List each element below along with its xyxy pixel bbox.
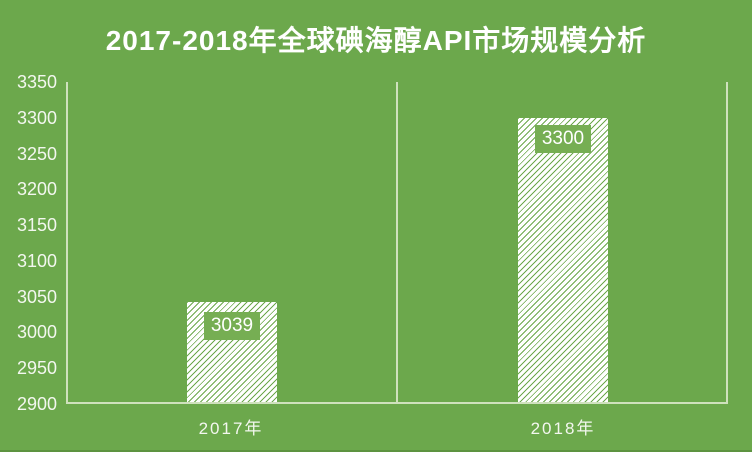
y-axis-tick-label: 3150 [16, 215, 57, 235]
y-axis-tick-label: 3000 [16, 322, 57, 342]
y-axis-tick-label: 3100 [16, 251, 57, 271]
plot-area: 3039 3300 [66, 82, 728, 404]
y-axis-tick-label: 2950 [16, 358, 57, 378]
y-axis-tick-label: 3350 [16, 72, 57, 92]
y-axis-tick-label: 3050 [16, 287, 57, 307]
category-separator-gridline [396, 82, 398, 402]
y-axis-tick-label: 3300 [16, 108, 57, 128]
y-axis-tick-label: 3250 [16, 144, 57, 164]
y-axis-tick-label: 3200 [16, 179, 57, 199]
data-label-2018: 3300 [535, 125, 591, 153]
y-axis-tick-label: 2900 [16, 394, 57, 414]
bottom-edge-line [0, 450, 752, 452]
x-axis-label-2017: 2017年 [198, 419, 264, 438]
chart-title: 2017-2018年全球碘海醇API市场规模分析 [105, 25, 647, 56]
x-axis-label-2018: 2018年 [530, 419, 596, 438]
bar-2018 [518, 118, 608, 402]
data-label-2017: 3039 [204, 312, 260, 340]
